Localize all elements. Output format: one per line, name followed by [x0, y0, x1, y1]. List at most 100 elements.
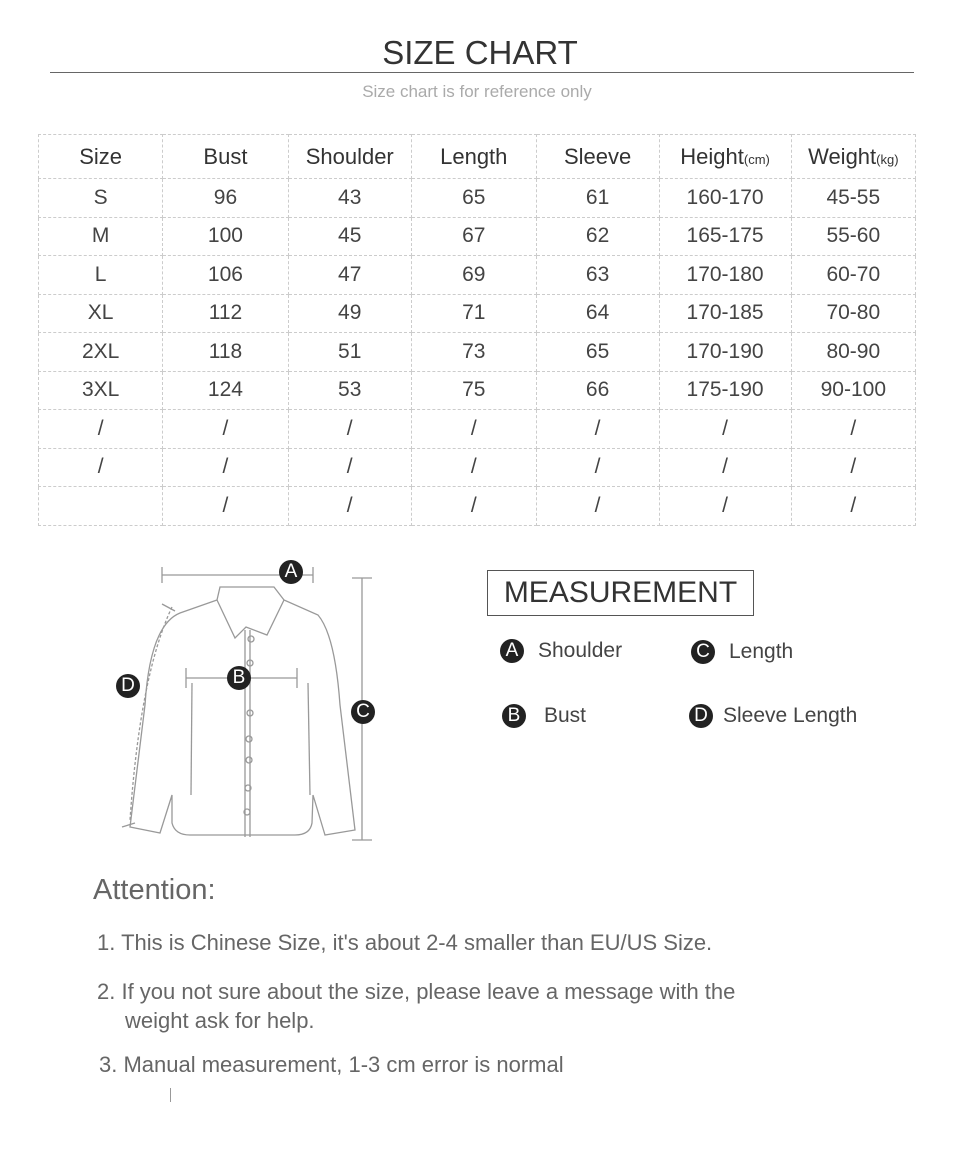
header-text: Bust: [203, 143, 248, 169]
column-header: Length: [410, 134, 537, 179]
table-cell: 160-170: [658, 178, 792, 218]
column-header: Height(cm): [658, 134, 792, 179]
table-cell: 51: [287, 332, 412, 372]
table-row: / / / / / / /: [37, 409, 917, 449]
label-d-sleeve: D: [116, 674, 140, 698]
table-cell: /: [37, 409, 164, 449]
table-cell: /: [658, 447, 792, 487]
shirt-diagram: [121, 567, 372, 841]
table-cell: /: [287, 447, 412, 487]
table-cell: 118: [162, 332, 289, 372]
table-cell: 73: [410, 332, 537, 372]
table-row: S 96 43 65 61 160-170 45-55: [37, 178, 917, 218]
table-cell: 55-60: [790, 216, 917, 256]
legend-sleeve-length: D Sleeve Length: [689, 704, 857, 728]
column-header: Bust: [162, 134, 289, 179]
table-cell: 70-80: [790, 293, 917, 333]
table-row: / / / / / / /: [37, 447, 917, 487]
unit-label: (cm): [743, 151, 770, 167]
table-cell: 64: [535, 293, 660, 333]
table-cell: 45: [287, 216, 412, 256]
label-c-length: C: [351, 700, 375, 724]
table-cell: /: [658, 486, 792, 526]
column-header: Size: [37, 134, 164, 179]
table-cell: 75: [410, 370, 537, 410]
table-cell: /: [37, 447, 164, 487]
legend-shoulder: A Shoulder: [500, 639, 622, 663]
note-1: 1. This is Chinese Size, it's about 2-4 …: [97, 930, 713, 955]
badge-b: B: [502, 704, 526, 728]
note-2: 2. If you not sure about the size, pleas…: [97, 979, 736, 1004]
table-cell: /: [790, 486, 917, 526]
table-cell: /: [790, 409, 917, 449]
divider: [50, 72, 914, 73]
table-row: XL 112 49 71 64 170-185 70-80: [37, 293, 917, 333]
header-text: Weight: [808, 143, 877, 169]
unit-label: (kg): [876, 151, 899, 167]
table-cell: 175-190: [658, 370, 792, 410]
table-cell: /: [658, 409, 792, 449]
table-cell: 47: [287, 255, 412, 295]
table-cell: 62: [535, 216, 660, 256]
attention-heading: Attention:: [93, 874, 216, 906]
table-cell: 61: [535, 178, 660, 218]
column-header: Sleeve: [535, 134, 660, 179]
table-cell: 49: [287, 293, 412, 333]
badge-c: C: [691, 640, 715, 664]
table-cell: 53: [287, 370, 412, 410]
table-cell: 170-190: [658, 332, 792, 372]
table-cell: 124: [162, 370, 289, 410]
table-cell: 66: [535, 370, 660, 410]
table-cell: /: [162, 447, 289, 487]
table-row: / / / / / /: [37, 486, 917, 526]
table-cell: L: [37, 255, 164, 295]
table-cell: 170-180: [658, 255, 792, 295]
table-cell: 65: [535, 332, 660, 372]
table-cell: /: [410, 486, 537, 526]
table-cell: /: [535, 447, 660, 487]
table-cell: 43: [287, 178, 412, 218]
table-cell: 96: [162, 178, 289, 218]
table-cell: 60-70: [790, 255, 917, 295]
legend-label: Shoulder: [538, 639, 623, 662]
table-cell: 63: [535, 255, 660, 295]
table-cell: 80-90: [790, 332, 917, 372]
table-cell: 165-175: [658, 216, 792, 256]
table-cell: /: [535, 486, 660, 526]
table-cell: 112: [162, 293, 289, 333]
table-cell: 170-185: [658, 293, 792, 333]
page-title: SIZE CHART: [382, 34, 578, 71]
size-table: Size Bust Shoulder Length Sleeve Height(cm) We…: [37, 134, 917, 526]
table-cell: /: [287, 409, 412, 449]
table-cell: /: [535, 409, 660, 449]
table-row: 2XL 118 51 73 65 170-190 80-90: [37, 332, 917, 372]
table-cell: [37, 486, 164, 526]
note-3: 3. Manual measurement, 1-3 cm error is n…: [99, 1052, 564, 1077]
header-text: Shoulder: [305, 143, 394, 169]
table-row: 3XL 124 53 75 66 175-190 90-100: [37, 370, 917, 410]
measurement-title: MEASUREMENT: [487, 570, 754, 616]
divider-mark: [170, 1088, 171, 1102]
table-cell: /: [410, 447, 537, 487]
table-cell: /: [287, 486, 412, 526]
table-cell: XL: [37, 293, 164, 333]
table-cell: M: [37, 216, 164, 256]
table-cell: 45-55: [790, 178, 917, 218]
header-text: Length: [440, 143, 508, 169]
label-a-shoulder: A: [279, 560, 303, 584]
note-2-cont: weight ask for help.: [125, 1008, 315, 1033]
page-subtitle: Size chart is for reference only: [362, 82, 592, 101]
table-row: L 106 47 69 63 170-180 60-70: [37, 255, 917, 295]
header-text: Size: [79, 143, 123, 169]
table-row: M 100 45 67 62 165-175 55-60: [37, 216, 917, 256]
table-cell: 3XL: [37, 370, 164, 410]
table-cell: 106: [162, 255, 289, 295]
column-header: Weight(kg): [790, 134, 917, 179]
legend-label: Sleeve Length: [723, 704, 858, 727]
table-cell: 71: [410, 293, 537, 333]
table-cell: S: [37, 178, 164, 218]
legend-label: Bust: [544, 704, 587, 727]
table-cell: 90-100: [790, 370, 917, 410]
legend-label: Length: [729, 640, 794, 663]
